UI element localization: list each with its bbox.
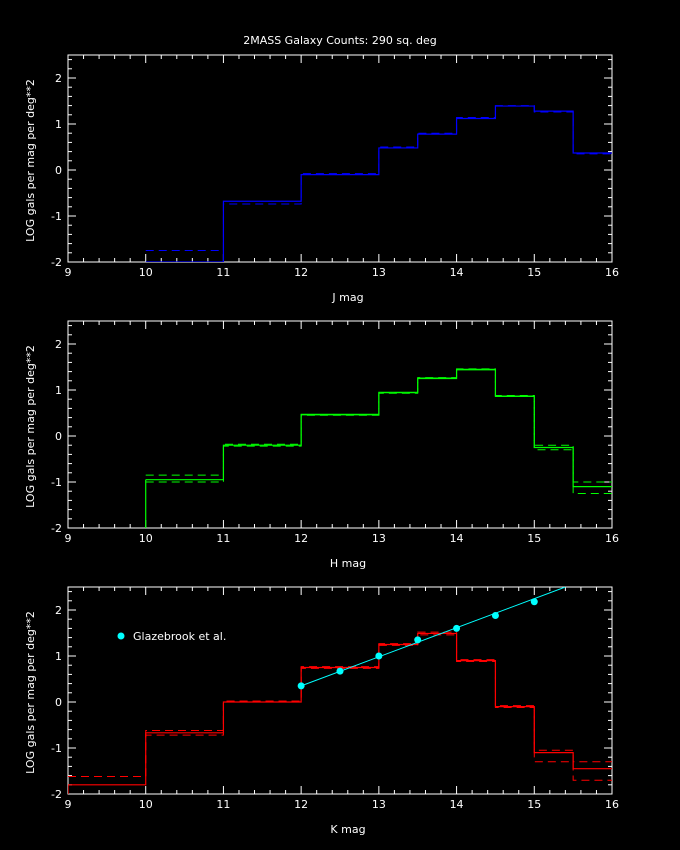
x-tick-label: 13 — [372, 266, 386, 279]
y-tick-label: -1 — [51, 742, 62, 755]
y-tick-label: -2 — [51, 256, 62, 269]
y-tick-label: 1 — [55, 118, 62, 131]
figure-title: 2MASS Galaxy Counts: 290 sq. deg — [243, 34, 437, 47]
series-dashed-2 — [145, 368, 612, 483]
x-axis-label: H mag — [330, 557, 366, 570]
x-tick-label: 15 — [527, 266, 541, 279]
x-tick-label: 16 — [605, 532, 619, 545]
y-tick-label: 2 — [55, 604, 62, 617]
x-tick-label: 15 — [527, 532, 541, 545]
data-point — [375, 652, 383, 660]
x-tick-label: 9 — [65, 532, 72, 545]
x-axis-label: J mag — [331, 291, 363, 304]
x-tick-label: 12 — [294, 266, 308, 279]
x-tick-label: 11 — [216, 532, 230, 545]
data-point — [297, 682, 305, 690]
fit-line — [300, 587, 566, 687]
y-tick-label: 1 — [55, 384, 62, 397]
y-axis-label: LOG gals per mag per deg**2 — [24, 611, 37, 774]
series-solid — [145, 105, 612, 262]
x-tick-label: 14 — [450, 532, 464, 545]
y-tick-label: 2 — [55, 72, 62, 85]
y-tick-label: 1 — [55, 650, 62, 663]
legend-label: Glazebrook et al. — [133, 630, 226, 643]
plot-frame — [67, 54, 613, 263]
data-point — [336, 667, 344, 675]
y-tick-label: 2 — [55, 338, 62, 351]
series-solid — [68, 632, 612, 786]
x-tick-label: 12 — [294, 798, 308, 811]
x-tick-label: 14 — [450, 798, 464, 811]
x-tick-label: 11 — [216, 266, 230, 279]
data-layer — [145, 105, 612, 262]
data-point — [453, 624, 461, 632]
x-tick-label: 14 — [450, 266, 464, 279]
x-tick-label: 13 — [372, 532, 386, 545]
y-tick-label: 0 — [55, 430, 62, 443]
data-point — [491, 612, 499, 620]
y-tick-label: 0 — [55, 696, 62, 709]
plot-frame — [67, 320, 613, 529]
x-tick-label: 10 — [139, 798, 153, 811]
y-tick-label: -2 — [51, 788, 62, 801]
y-tick-label: -2 — [51, 522, 62, 535]
y-tick-label: 0 — [55, 164, 62, 177]
series-dashed — [145, 368, 612, 494]
x-tick-label: 16 — [605, 798, 619, 811]
x-tick-label: 11 — [216, 798, 230, 811]
x-tick-label: 10 — [139, 532, 153, 545]
y-tick-label: -1 — [51, 476, 62, 489]
plot-frame — [67, 586, 613, 795]
data-layer — [145, 368, 612, 528]
y-axis-label: LOG gals per mag per deg**2 — [24, 345, 37, 508]
x-tick-label: 15 — [527, 798, 541, 811]
x-tick-label: 12 — [294, 532, 308, 545]
x-tick-label: 16 — [605, 266, 619, 279]
x-tick-label: 9 — [65, 266, 72, 279]
legend-marker — [117, 632, 125, 640]
x-axis-label: K mag — [330, 823, 365, 836]
y-tick-label: -1 — [51, 210, 62, 223]
x-tick-label: 9 — [65, 798, 72, 811]
data-point — [414, 636, 422, 644]
series-dashed — [145, 105, 612, 251]
data-point — [530, 598, 538, 606]
legend: Glazebrook et al. — [117, 630, 226, 643]
y-axis-label: LOG gals per mag per deg**2 — [24, 79, 37, 242]
x-tick-label: 13 — [372, 798, 386, 811]
x-tick-label: 10 — [139, 266, 153, 279]
series-solid — [145, 369, 612, 488]
data-layer — [68, 587, 612, 794]
